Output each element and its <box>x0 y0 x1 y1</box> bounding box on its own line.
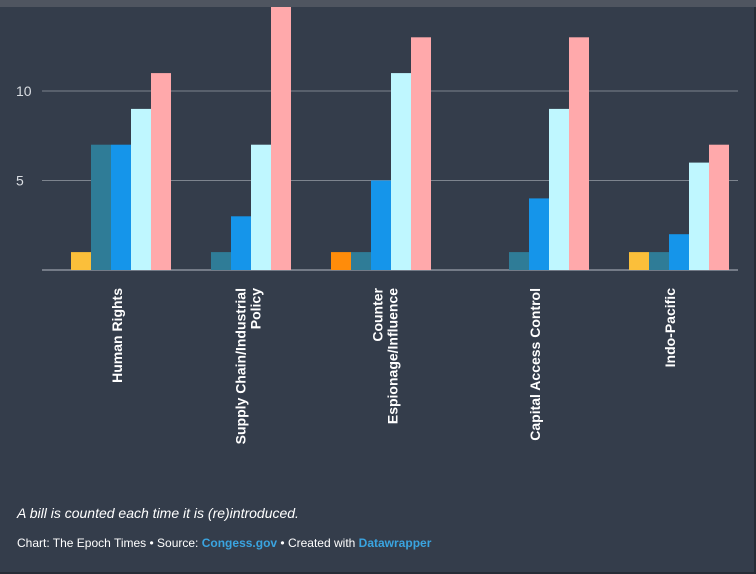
bar <box>529 198 549 270</box>
category-label: Counter <box>370 287 386 341</box>
bar <box>411 37 431 270</box>
bar <box>91 144 111 270</box>
chart-credits: Chart: The Epoch Times • Source: Congess… <box>17 536 431 550</box>
top-strip <box>0 0 756 7</box>
bar <box>649 252 669 270</box>
category-label: Espionage/Influence <box>385 288 401 424</box>
frame-edge-right <box>754 7 756 574</box>
frame-edge-bottom <box>0 572 756 574</box>
bar <box>151 73 171 270</box>
category-label: Indo-Pacific <box>662 288 678 368</box>
category-label: Capital Access Control <box>527 288 543 441</box>
category-label: Supply Chain/Industrial <box>233 288 249 444</box>
bar <box>509 252 529 270</box>
bar <box>391 73 411 270</box>
credit-prefix: Chart: The Epoch Times • Source: <box>17 536 202 550</box>
bar <box>231 216 251 270</box>
bar <box>351 252 371 270</box>
bar <box>211 252 231 270</box>
bar <box>131 108 151 271</box>
bar <box>371 180 391 270</box>
bar <box>251 144 271 270</box>
bar <box>669 234 689 270</box>
y-tick-label: 5 <box>16 173 24 189</box>
datawrapper-link[interactable]: Datawrapper <box>358 536 432 550</box>
bar <box>111 144 131 270</box>
bar <box>271 7 291 270</box>
source-link[interactable]: Congess.gov <box>201 536 278 550</box>
bar <box>331 252 351 270</box>
bar <box>549 108 569 271</box>
category-label: Human Rights <box>109 288 125 383</box>
bar <box>71 252 91 270</box>
bar <box>629 252 649 270</box>
credit-mid: • Created with <box>277 536 359 550</box>
chart-note: A bill is counted each time it is (re)in… <box>17 505 299 521</box>
bar <box>689 162 709 270</box>
bar <box>709 144 729 270</box>
y-tick-label: 10 <box>16 83 32 99</box>
category-label: Policy <box>248 288 264 329</box>
bar-chart: 5 10 Human Rights Supply Chain/Industrial P… <box>16 7 738 444</box>
bar <box>569 37 589 270</box>
